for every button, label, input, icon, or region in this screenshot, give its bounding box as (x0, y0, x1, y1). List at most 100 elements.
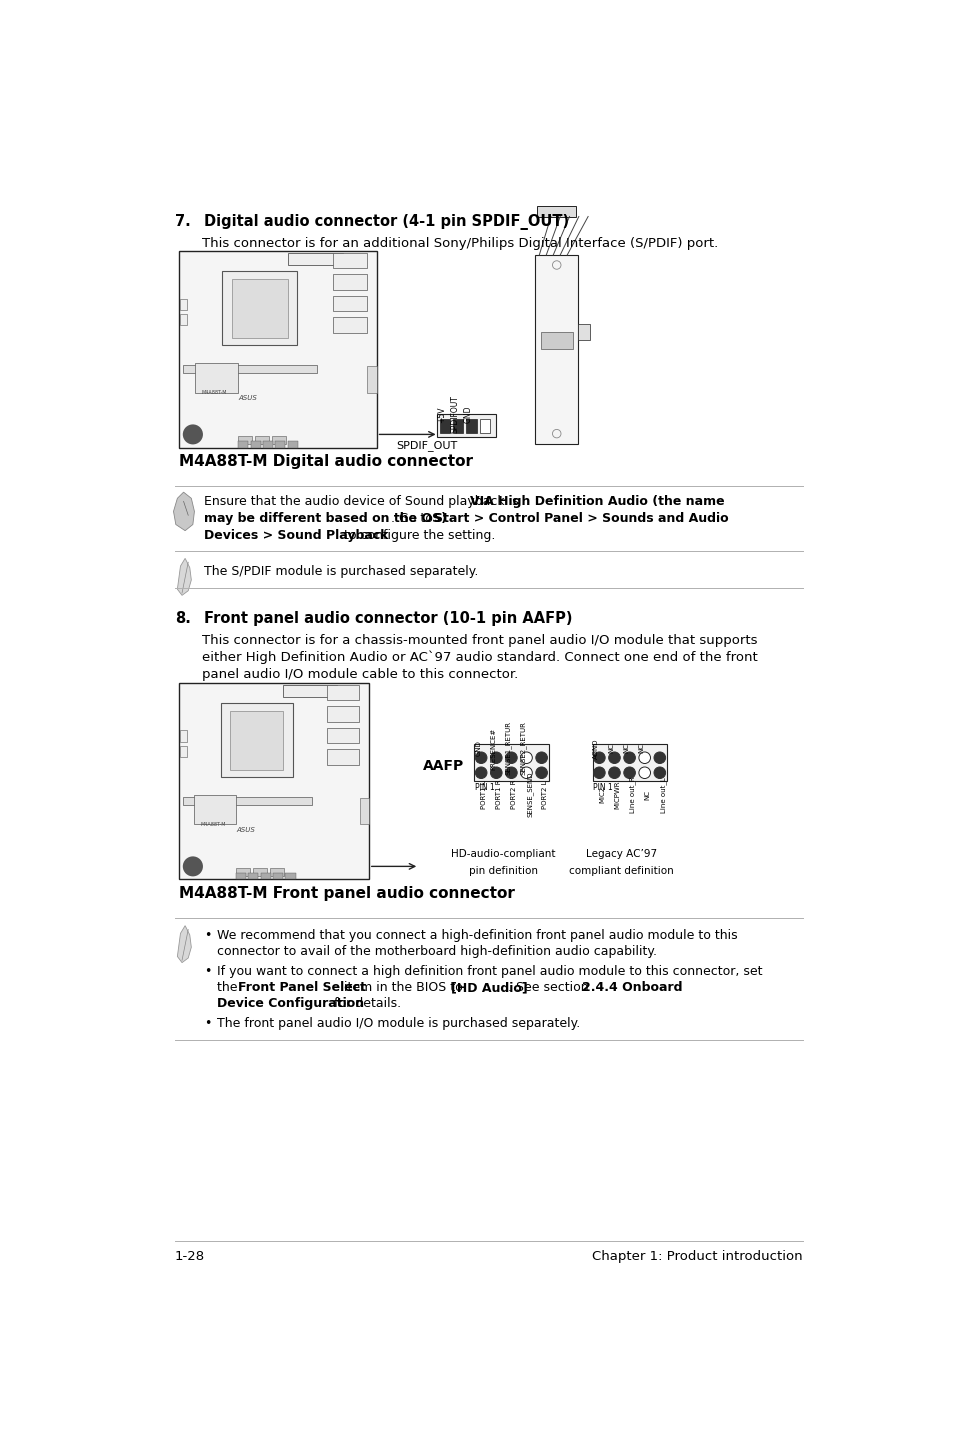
Text: M4A88T-M Digital audio connector: M4A88T-M Digital audio connector (179, 454, 473, 468)
Bar (439, 420, 450, 432)
Bar (453, 420, 463, 432)
Bar (180, 746, 187, 758)
Text: 7.: 7. (174, 215, 191, 229)
Text: ASUS: ASUS (238, 395, 257, 401)
Bar (359, 798, 369, 825)
Circle shape (593, 768, 604, 779)
Bar (327, 727, 359, 743)
Text: SPDIF_OUT: SPDIF_OUT (395, 441, 456, 451)
Polygon shape (177, 558, 192, 596)
Text: either High Definition Audio or AC`97 audio standard. Connect one end of the fro: either High Definition Audio or AC`97 au… (202, 650, 757, 664)
Bar (288, 441, 297, 448)
Text: Front panel audio connector (10-1 pin AAFP): Front panel audio connector (10-1 pin AA… (204, 610, 573, 626)
Bar (193, 795, 235, 825)
Circle shape (475, 752, 486, 763)
Circle shape (475, 768, 486, 779)
Text: PRESENCE#: PRESENCE# (490, 727, 496, 769)
Bar (327, 684, 359, 700)
Text: Device Configuration: Device Configuration (216, 997, 364, 1011)
Circle shape (490, 768, 501, 779)
Text: If you want to connect a high definition front panel audio module to this connec: If you want to connect a high definition… (216, 965, 761, 978)
Bar (367, 365, 376, 392)
Bar (179, 683, 369, 879)
Text: •: • (204, 1017, 212, 1030)
Text: NC: NC (644, 789, 650, 799)
Bar (180, 730, 187, 742)
Text: the: the (216, 981, 241, 994)
Text: This connector is for a chassis-mounted front panel audio I/O module that suppor: This connector is for a chassis-mounted … (202, 634, 757, 647)
Bar (270, 868, 284, 875)
Circle shape (536, 752, 547, 763)
Text: panel audio I/O module cable to this connector.: panel audio I/O module cable to this con… (202, 667, 517, 680)
Text: Legacy AC’97: Legacy AC’97 (586, 849, 657, 859)
Bar (287, 252, 342, 265)
Bar (253, 868, 267, 875)
Circle shape (505, 768, 517, 779)
Circle shape (536, 768, 547, 779)
Bar (333, 275, 366, 289)
Text: NC: NC (608, 743, 614, 753)
Bar (275, 441, 285, 448)
Bar (183, 365, 316, 372)
Text: AAFP: AAFP (422, 759, 464, 773)
Bar (578, 325, 589, 339)
Circle shape (623, 752, 635, 763)
Text: The S/PDIF module is purchased separately.: The S/PDIF module is purchased separatel… (204, 564, 478, 577)
Bar (194, 364, 238, 392)
Text: pin definition: pin definition (469, 865, 537, 875)
Text: The front panel audio I/O module is purchased separately.: The front panel audio I/O module is purc… (216, 1017, 579, 1030)
Text: Digital audio connector (4-1 pin SPDIF_OUT): Digital audio connector (4-1 pin SPDIF_O… (204, 215, 569, 231)
Circle shape (183, 424, 203, 444)
Circle shape (520, 768, 532, 779)
Bar (333, 252, 366, 268)
Text: 1-28: 1-28 (174, 1250, 205, 1263)
Bar (540, 332, 572, 349)
Text: may be different based on the OS): may be different based on the OS) (204, 513, 447, 526)
Bar (263, 441, 273, 448)
Bar (592, 745, 667, 782)
Bar (230, 710, 283, 769)
Text: Line out_R: Line out_R (629, 776, 636, 813)
Text: AGND: AGND (593, 739, 598, 759)
Text: M4A88T-M Front panel audio connector: M4A88T-M Front panel audio connector (179, 885, 515, 901)
Circle shape (505, 752, 517, 763)
Text: SENSE2_RETUR: SENSE2_RETUR (519, 722, 526, 776)
Bar (179, 251, 376, 448)
Text: PIN 1: PIN 1 (475, 783, 495, 792)
Text: VIA High Definition Audio (the name: VIA High Definition Audio (the name (470, 495, 723, 508)
Text: MICPWR: MICPWR (614, 780, 619, 809)
Text: 2.4.4 Onboard: 2.4.4 Onboard (581, 981, 682, 994)
Bar (235, 874, 246, 879)
Text: PORT2 L: PORT2 L (541, 780, 547, 809)
Bar (535, 255, 578, 444)
Bar (474, 745, 549, 782)
Text: Chapter 1: Product introduction: Chapter 1: Product introduction (592, 1250, 802, 1263)
Bar (183, 798, 312, 805)
Bar (248, 874, 258, 879)
Text: [HD Audio]: [HD Audio] (451, 981, 528, 994)
Bar (222, 271, 297, 345)
Text: PORT1 L: PORT1 L (480, 780, 487, 809)
Bar (537, 206, 576, 216)
Text: PORT2 R: PORT2 R (511, 780, 517, 809)
Text: Line out_L: Line out_L (659, 776, 666, 812)
Text: ASUS: ASUS (235, 828, 254, 833)
Text: We recommend that you connect a high-definition front panel audio module to this: We recommend that you connect a high-def… (216, 929, 737, 942)
Circle shape (490, 752, 501, 763)
Text: 8.: 8. (174, 610, 191, 626)
Text: PORT1 R: PORT1 R (496, 780, 502, 809)
Bar (238, 435, 252, 444)
Text: to configure the setting.: to configure the setting. (340, 528, 496, 543)
Bar (272, 435, 286, 444)
Text: connector to avail of the motherboard high-definition audio capability.: connector to avail of the motherboard hi… (216, 945, 657, 958)
Text: NC: NC (623, 743, 629, 753)
Bar (333, 318, 366, 332)
Circle shape (608, 768, 619, 779)
Text: Front Panel Select: Front Panel Select (238, 981, 366, 994)
Text: . Go to: . Go to (391, 513, 436, 526)
Circle shape (593, 752, 604, 763)
Text: SPDIFOUT: SPDIFOUT (451, 395, 459, 434)
Circle shape (183, 856, 203, 876)
Bar (283, 684, 336, 697)
Text: compliant definition: compliant definition (569, 865, 674, 875)
